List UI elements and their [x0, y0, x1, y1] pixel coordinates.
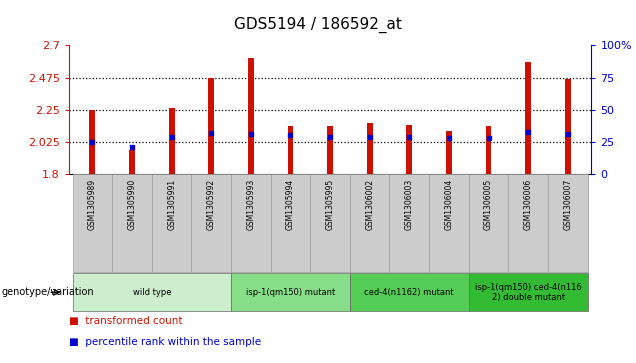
Bar — [548, 174, 588, 272]
Text: isp-1(qm150) ced-4(n116
2) double mutant: isp-1(qm150) ced-4(n116 2) double mutant — [474, 282, 581, 302]
Point — [563, 131, 573, 137]
Point — [444, 135, 454, 140]
Text: GSM1305992: GSM1305992 — [207, 179, 216, 230]
Bar — [565, 79, 570, 174]
Bar — [248, 58, 254, 174]
Text: ced-4(n1162) mutant: ced-4(n1162) mutant — [364, 288, 454, 297]
Text: GDS5194 / 186592_at: GDS5194 / 186592_at — [234, 16, 402, 33]
Bar — [129, 150, 135, 174]
Bar — [389, 174, 429, 272]
Text: GSM1306003: GSM1306003 — [404, 179, 414, 231]
Bar — [508, 174, 548, 272]
Bar — [429, 174, 469, 272]
Bar — [73, 174, 113, 272]
Text: ■  transformed count: ■ transformed count — [69, 316, 182, 326]
Text: GSM1305993: GSM1305993 — [246, 179, 256, 231]
Point — [206, 131, 216, 136]
Bar — [90, 110, 95, 174]
Bar — [209, 78, 214, 174]
Point — [404, 134, 415, 140]
Point — [364, 134, 375, 140]
Bar — [191, 174, 231, 272]
Point — [523, 130, 533, 135]
Bar — [469, 273, 588, 311]
Text: GSM1305990: GSM1305990 — [128, 179, 137, 231]
Text: GSM1306007: GSM1306007 — [563, 179, 572, 231]
Bar — [350, 174, 389, 272]
Bar — [350, 273, 469, 311]
Bar — [287, 126, 293, 174]
Point — [87, 139, 97, 145]
Text: GSM1306005: GSM1306005 — [484, 179, 493, 231]
Bar — [231, 174, 271, 272]
Point — [483, 135, 494, 141]
Bar — [469, 174, 508, 272]
Text: GSM1305994: GSM1305994 — [286, 179, 295, 231]
Bar — [169, 109, 175, 174]
Text: GSM1305989: GSM1305989 — [88, 179, 97, 230]
Bar — [485, 126, 492, 174]
Bar — [367, 123, 373, 174]
Text: GSM1306002: GSM1306002 — [365, 179, 374, 230]
Point — [167, 135, 177, 140]
Text: GSM1305991: GSM1305991 — [167, 179, 176, 230]
Text: wild type: wild type — [133, 288, 171, 297]
Text: GSM1306004: GSM1306004 — [445, 179, 453, 231]
Bar — [271, 174, 310, 272]
Text: ■  percentile rank within the sample: ■ percentile rank within the sample — [69, 337, 261, 347]
Bar — [327, 126, 333, 174]
Point — [325, 134, 335, 140]
Bar — [406, 125, 412, 174]
Bar — [152, 174, 191, 272]
Point — [245, 131, 256, 137]
Bar — [446, 131, 452, 174]
Bar — [525, 62, 531, 174]
Bar — [231, 273, 350, 311]
Text: GSM1305995: GSM1305995 — [326, 179, 335, 231]
Text: genotype/variation: genotype/variation — [2, 287, 95, 297]
Point — [127, 144, 137, 150]
Bar — [113, 174, 152, 272]
Bar — [310, 174, 350, 272]
Text: GSM1306006: GSM1306006 — [523, 179, 532, 231]
Point — [286, 132, 296, 138]
Bar — [73, 273, 231, 311]
Text: isp-1(qm150) mutant: isp-1(qm150) mutant — [246, 288, 335, 297]
